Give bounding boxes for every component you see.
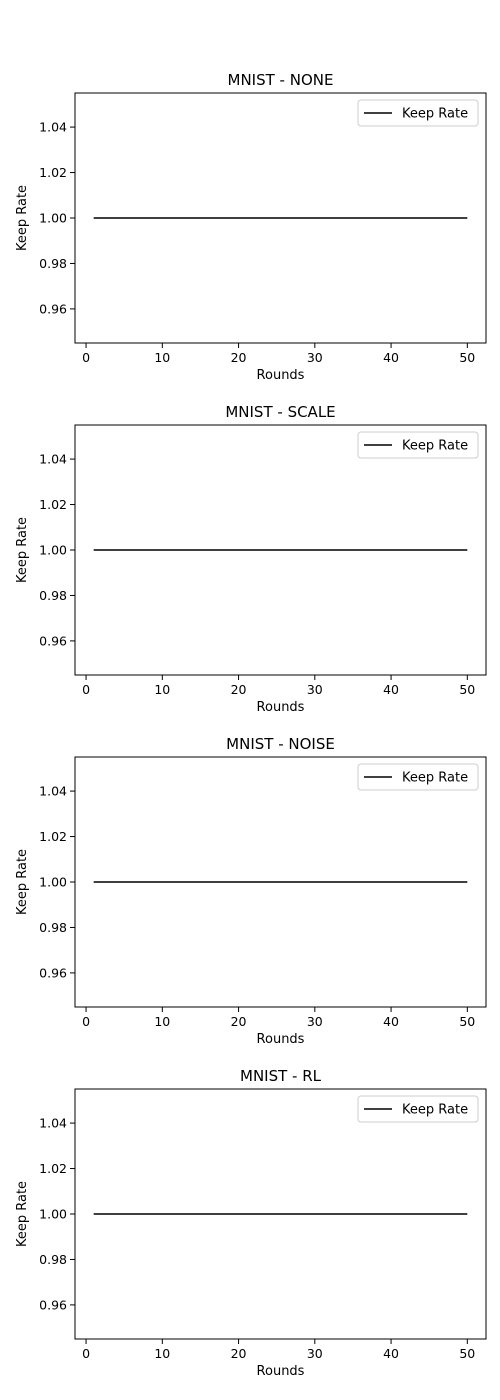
y-axis-label: Keep Rate	[15, 185, 30, 251]
x-axis-label: Rounds	[257, 368, 305, 383]
x-tick-label: 40	[383, 350, 399, 365]
y-tick-label: 1.02	[39, 829, 67, 844]
x-tick-label: 0	[82, 682, 90, 697]
x-tick-label: 50	[459, 682, 475, 697]
x-tick-label: 30	[307, 1014, 323, 1029]
y-tick-label: 1.00	[39, 211, 67, 226]
y-tick-label: 0.96	[39, 301, 67, 316]
legend-label: Keep Rate	[402, 107, 468, 122]
chart-panel-1: MNIST - NONE 0 10 20 30 40 50 0.96 0.98 1.00 1.02 1…	[15, 71, 487, 383]
legend-label: Keep Rate	[402, 1103, 468, 1118]
x-tick-label: 20	[231, 682, 247, 697]
x-axis-label: Rounds	[257, 1364, 305, 1379]
y-tick-label: 0.98	[39, 1252, 67, 1267]
x-tick-label: 10	[154, 682, 170, 697]
x-tick-label: 10	[154, 350, 170, 365]
y-tick-label: 1.04	[39, 784, 67, 799]
chart-panel-4: MNIST - RL 0 10 20 30 40 50 0.96 0.98 1.00 1.02 1.0…	[15, 1067, 487, 1379]
y-tick-label: 0.96	[39, 633, 67, 648]
chart-panel-3: MNIST - NOISE 0 10 20 30 40 50 0.96 0.98 1.00 1.02…	[15, 735, 487, 1047]
x-tick-label: 50	[459, 1014, 475, 1029]
x-tick-label: 20	[231, 1014, 247, 1029]
x-tick-label: 20	[231, 1346, 247, 1361]
x-tick-label: 40	[383, 682, 399, 697]
y-tick-label: 0.96	[39, 1297, 67, 1312]
x-tick-label: 0	[82, 1346, 90, 1361]
legend-label: Keep Rate	[402, 771, 468, 786]
chart-title: MNIST - NONE	[228, 71, 334, 89]
x-tick-label: 0	[82, 1014, 90, 1029]
chart-title: MNIST - RL	[240, 1067, 322, 1085]
y-tick-label: 1.02	[39, 1161, 67, 1176]
y-tick-label: 1.04	[39, 1116, 67, 1131]
x-tick-label: 50	[459, 1346, 475, 1361]
legend-box	[357, 99, 479, 127]
y-tick-label: 0.98	[39, 920, 67, 935]
legend-label: Keep Rate	[402, 439, 468, 454]
y-tick-label: 1.00	[39, 875, 67, 890]
x-tick-label: 40	[383, 1014, 399, 1029]
x-tick-label: 0	[82, 350, 90, 365]
legend-box	[357, 1095, 479, 1123]
y-tick-label: 1.04	[39, 120, 67, 135]
x-tick-label: 30	[307, 1346, 323, 1361]
x-tick-label: 30	[307, 350, 323, 365]
y-tick-label: 0.96	[39, 965, 67, 980]
y-tick-label: 1.02	[39, 497, 67, 512]
x-tick-label: 10	[154, 1346, 170, 1361]
y-axis-label: Keep Rate	[15, 849, 30, 915]
x-tick-label: 10	[154, 1014, 170, 1029]
x-tick-label: 50	[459, 350, 475, 365]
x-tick-label: 40	[383, 1346, 399, 1361]
x-axis-label: Rounds	[257, 1032, 305, 1047]
chart-panel-2: MNIST - SCALE 0 10 20 30 40 50 0.96 0.98 1.00 1.02…	[15, 403, 487, 715]
y-tick-label: 1.00	[39, 1207, 67, 1222]
legend-box	[357, 763, 479, 791]
x-axis-label: Rounds	[257, 700, 305, 715]
y-tick-label: 0.98	[39, 256, 67, 271]
y-axis-label: Keep Rate	[15, 1181, 30, 1247]
y-tick-label: 0.98	[39, 588, 67, 603]
chart-title: MNIST - SCALE	[225, 403, 335, 421]
y-axis-label: Keep Rate	[15, 517, 30, 583]
y-tick-label: 1.02	[39, 165, 67, 180]
y-tick-label: 1.00	[39, 543, 67, 558]
chart-title: MNIST - NOISE	[226, 735, 335, 753]
x-tick-label: 30	[307, 682, 323, 697]
y-tick-label: 1.04	[39, 452, 67, 467]
legend-box	[357, 431, 479, 459]
x-tick-label: 20	[231, 350, 247, 365]
